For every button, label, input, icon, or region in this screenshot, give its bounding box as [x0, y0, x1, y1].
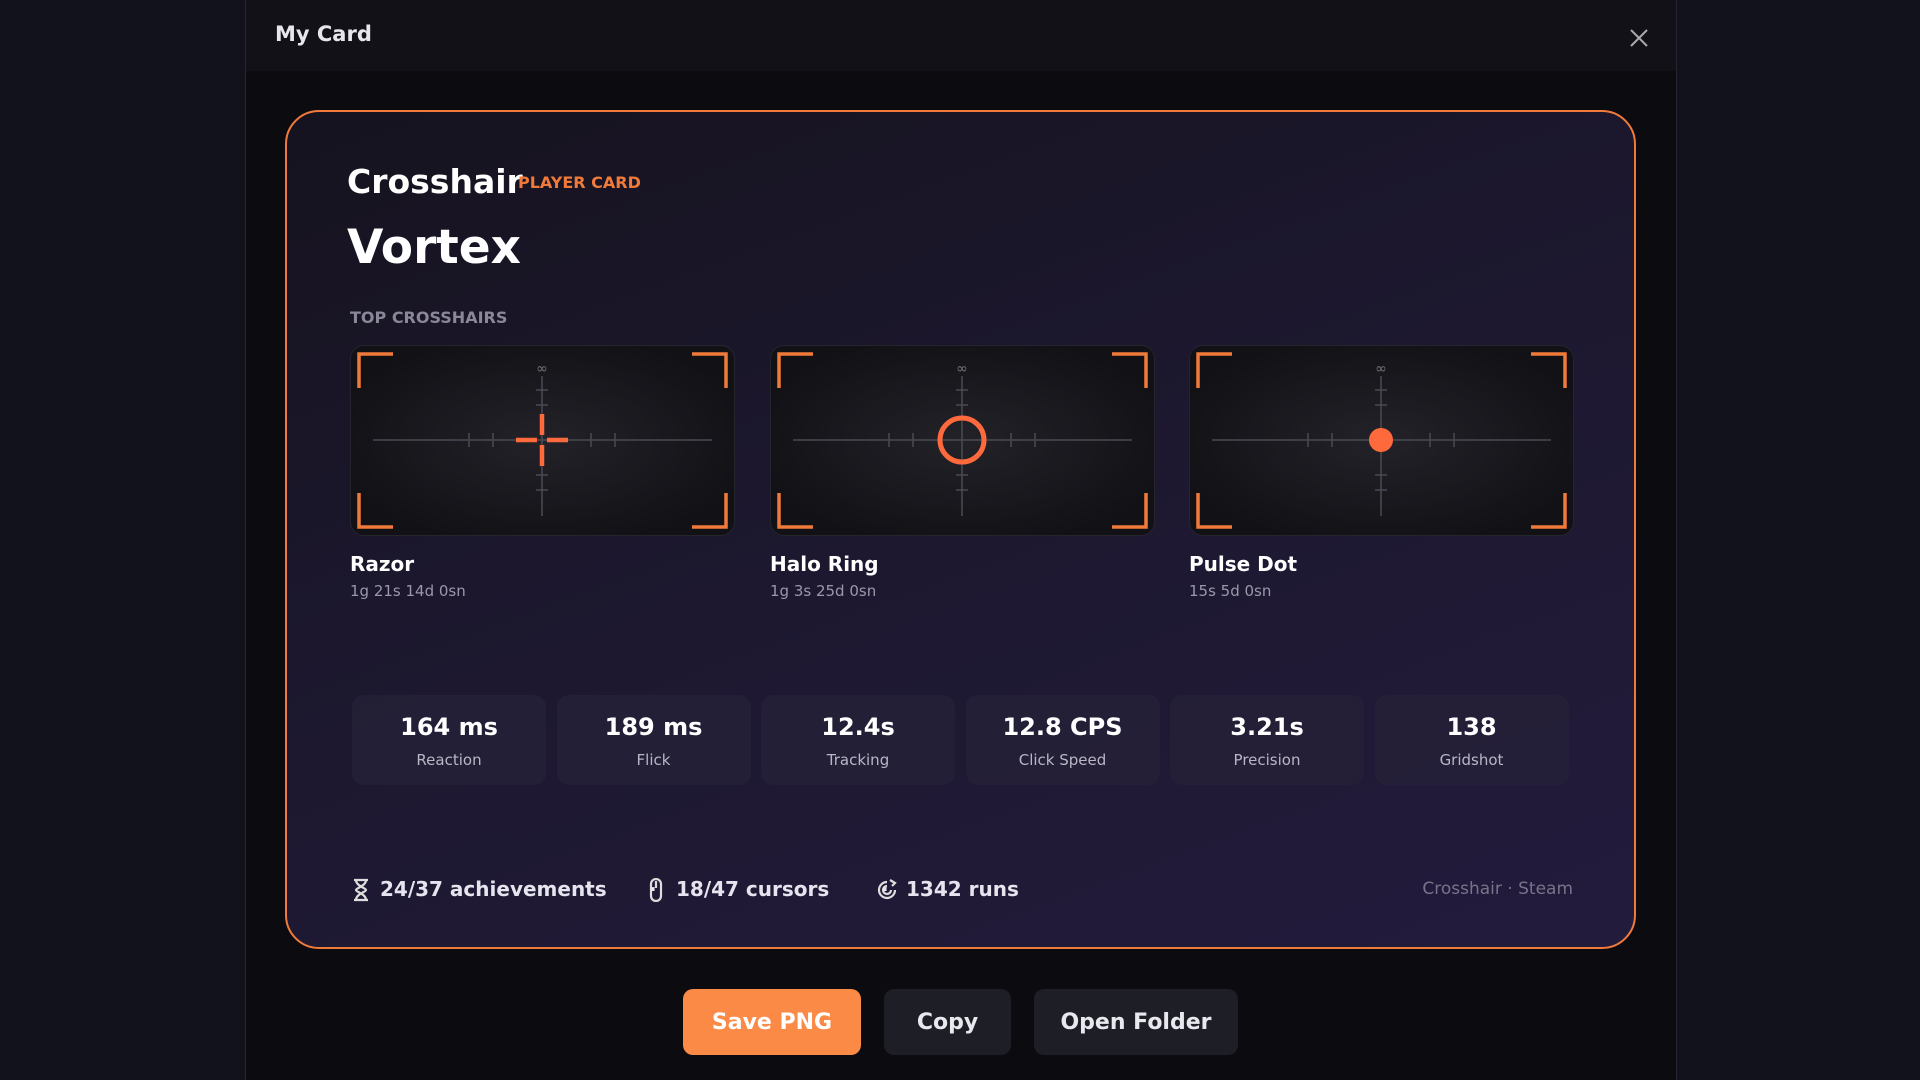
section-label: TOP CROSSHAIRS: [350, 308, 508, 327]
crosshair-name: Halo Ring: [770, 552, 879, 576]
crosshair-preview: ∞: [1196, 352, 1567, 529]
separator: ·: [649, 877, 657, 901]
dialog-title: My Card: [275, 22, 372, 46]
crosshair-preview: ∞: [777, 352, 1148, 529]
stat-box: 189 ms Flick: [556, 695, 751, 785]
stat-label: Reaction: [416, 751, 482, 769]
dialog-header: My Card: [246, 0, 1676, 71]
crosshair-preview: ∞: [357, 352, 728, 529]
stat-value: 12.4s: [821, 713, 895, 741]
stat-label: Click Speed: [1018, 751, 1107, 769]
stat-label: Flick: [636, 751, 671, 769]
stat-value: 138: [1446, 713, 1497, 741]
player-card: Crosshair PLAYER CARD Vortex TOP CROSSHAIRS…: [285, 110, 1636, 949]
stat-value: 3.21s: [1230, 713, 1304, 741]
brand: Crosshair: [347, 162, 523, 201]
footer-icon: [354, 878, 368, 902]
stat-box: 138 Gridshot: [1374, 695, 1569, 785]
stat-value: 189 ms: [604, 713, 703, 741]
cursors: 18/47 cursors: [676, 877, 830, 901]
crosshair-time: 1g 21s 14d 0sn: [350, 582, 466, 600]
crosshair-time: 15s 5d 0sn: [1189, 582, 1272, 600]
source: Crosshair · Steam: [1422, 879, 1573, 899]
stat-label: Gridshot: [1439, 751, 1504, 769]
marker: ∞: [1375, 361, 1387, 377]
crosshair-tile: ∞: [1189, 345, 1574, 536]
stat-value: 164 ms: [400, 713, 498, 741]
button[interactable]: Copy: [884, 989, 1011, 1055]
marker: ∞: [536, 361, 548, 377]
badge: PLAYER CARD: [518, 173, 641, 192]
player-name: Vortex: [347, 220, 521, 275]
stat-box: 3.21s Precision: [1170, 695, 1364, 785]
stat-box: 164 ms Reaction: [352, 695, 546, 785]
crosshair-tile: ∞: [770, 345, 1155, 536]
dialog: My Card Crosshair PLAYER CARD Vortex TOP CR…: [245, 0, 1677, 1080]
stat-value: 12.8 CPS: [1002, 713, 1123, 741]
achievements: 24/37 achievements: [380, 877, 607, 901]
close-button[interactable]: [1629, 28, 1649, 48]
stat-box: 12.8 CPS Click Speed: [965, 695, 1160, 785]
crosshair-time: 1g 3s 25d 0sn: [770, 582, 877, 600]
stat-label: Precision: [1233, 751, 1301, 769]
footer-icon: [877, 879, 897, 900]
stat-box: 12.4s Tracking: [761, 695, 955, 785]
button[interactable]: Open Folder: [1034, 989, 1238, 1055]
separator: ·: [881, 877, 889, 901]
marker: ∞: [956, 361, 968, 377]
button[interactable]: Save PNG: [683, 989, 861, 1055]
footer-icon: [649, 878, 663, 902]
crosshair-name: Razor: [350, 552, 415, 576]
crosshair-tile: ∞: [350, 345, 735, 536]
stat-label: Tracking: [826, 751, 890, 769]
crosshair-name: Pulse Dot: [1189, 552, 1298, 576]
runs: 1342 runs: [906, 877, 1019, 901]
